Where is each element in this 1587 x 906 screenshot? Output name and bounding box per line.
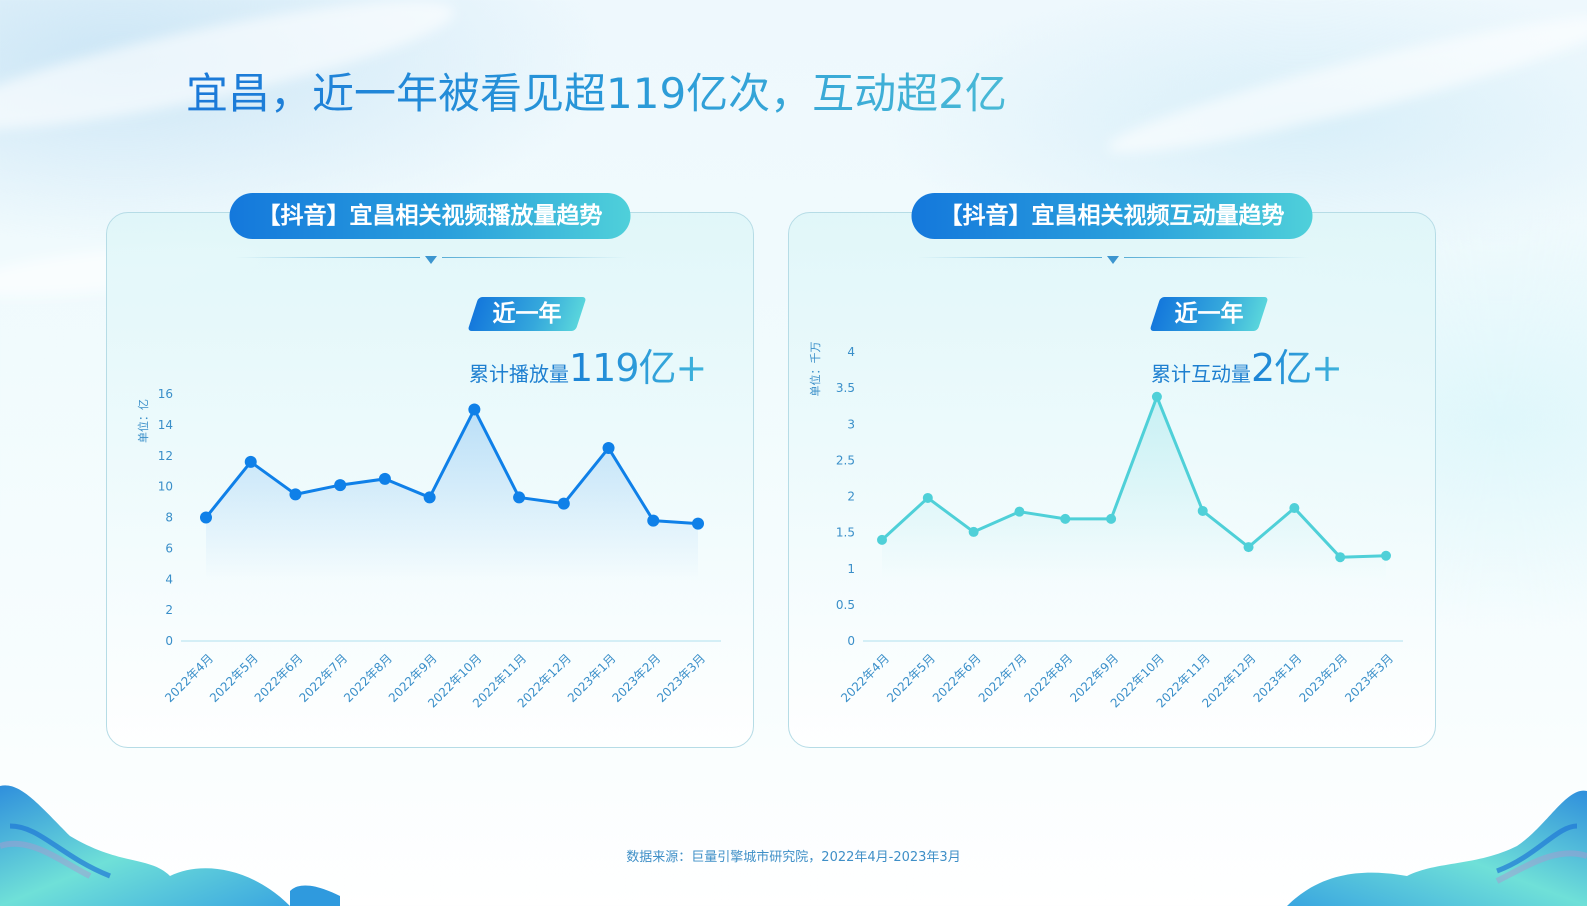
kpi-total: 累计互动量2亿+ (1151, 337, 1343, 392)
y-tick-label: 2.5 (836, 453, 855, 467)
y-tick-label: 14 (158, 418, 173, 432)
y-tick-label: 1.5 (836, 526, 855, 540)
y-tick-label: 3.5 (836, 381, 855, 395)
data-point[interactable] (1381, 550, 1391, 561)
x-tick-label: 2022年6月 (930, 651, 984, 705)
y-tick-label: 2 (165, 603, 173, 617)
y-tick-label: 0 (165, 634, 173, 648)
kpi-total: 累计播放量119亿+ (469, 337, 707, 392)
data-point[interactable] (200, 511, 212, 524)
views-line-chart: 单位：亿02468101214162022年4月2022年5月2022年6月20… (136, 387, 721, 710)
x-tick-label: 2022年8月 (1022, 651, 1076, 705)
data-point[interactable] (1289, 503, 1300, 514)
data-point[interactable] (1014, 506, 1025, 517)
x-tick-label: 2023年1月 (1251, 651, 1305, 705)
data-point[interactable] (1106, 513, 1117, 524)
kpi-label: 累计播放量 (469, 362, 569, 386)
data-point[interactable] (423, 491, 436, 504)
y-axis-unit-label: 单位：千万 (808, 342, 822, 397)
data-line (204, 407, 699, 526)
triangle-down-icon (1107, 256, 1119, 264)
x-tick-label: 2022年4月 (838, 651, 892, 705)
y-tick-label: 12 (158, 449, 173, 463)
x-tick-label: 2023年2月 (1296, 651, 1350, 705)
decorative-wave-left (0, 785, 340, 906)
kpi-value: 2亿+ (1251, 346, 1343, 390)
y-tick-label: 2 (847, 490, 855, 504)
y-tick-label: 0.5 (836, 598, 855, 612)
data-point[interactable] (557, 497, 570, 510)
x-tick-label: 2022年7月 (976, 651, 1030, 705)
y-tick-label: 16 (158, 387, 173, 401)
y-tick-label: 0 (847, 634, 855, 648)
interactions-line-chart: 单位：千万00.511.522.533.542022年4月2022年5月2022… (808, 342, 1403, 710)
background-streak (1101, 0, 1587, 173)
triangle-down-icon (425, 256, 437, 264)
y-tick-label: 10 (158, 480, 173, 494)
data-point[interactable] (1060, 513, 1071, 524)
data-point[interactable] (877, 534, 887, 545)
data-point[interactable] (1335, 552, 1346, 563)
data-point[interactable] (289, 488, 302, 501)
data-point[interactable] (692, 517, 704, 530)
data-point[interactable] (1151, 391, 1162, 402)
y-tick-label: 3 (847, 417, 855, 431)
data-point[interactable] (334, 479, 347, 492)
data-line (880, 395, 1387, 559)
data-point[interactable] (968, 526, 979, 537)
page-title: 宜昌，近一年被看见超119亿次，互动超2亿 (186, 60, 1007, 121)
area-fill (882, 396, 1386, 581)
divider (917, 256, 1309, 264)
data-point[interactable] (513, 491, 526, 504)
data-point[interactable] (1197, 505, 1208, 516)
x-tick-label: 2023年3月 (1342, 651, 1396, 705)
data-point[interactable] (1243, 542, 1254, 553)
panel-title: 【抖音】宜昌相关视频播放量趋势 (229, 193, 631, 239)
area-fill (206, 409, 698, 581)
x-tick-label: 2022年5月 (884, 651, 938, 705)
data-source-note: 数据来源：巨量引擎城市研究院，2022年4月-2023年3月 (626, 850, 961, 865)
decorative-wave-right (1287, 790, 1587, 906)
panel-title: 【抖音】宜昌相关视频互动量趋势 (911, 193, 1313, 239)
y-axis-unit-label: 单位：亿 (136, 399, 150, 443)
y-tick-label: 6 (165, 541, 173, 555)
data-point[interactable] (378, 472, 391, 485)
kpi-value: 119亿+ (569, 346, 707, 390)
data-point[interactable] (647, 514, 660, 527)
y-tick-label: 4 (847, 345, 855, 359)
y-tick-label: 4 (165, 572, 173, 586)
data-point[interactable] (468, 403, 481, 416)
kpi-label: 累计互动量 (1151, 362, 1251, 386)
data-point[interactable] (244, 455, 257, 468)
data-point[interactable] (602, 442, 615, 455)
interactions-trend-panel: 【抖音】宜昌相关视频互动量趋势 近一年 累计互动量2亿+ 单位：千万 0 0.5 1 1… (788, 193, 1436, 748)
divider (235, 256, 627, 264)
views-trend-panel: 【抖音】宜昌相关视频播放量趋势 近一年 累计播放量119亿+ 单位：亿 0 2 4 6 8… (106, 193, 754, 748)
y-tick-label: 1 (847, 562, 855, 576)
x-tick-label: 2023年3月 (654, 651, 708, 705)
y-tick-label: 8 (165, 511, 173, 525)
data-point[interactable] (922, 492, 933, 503)
